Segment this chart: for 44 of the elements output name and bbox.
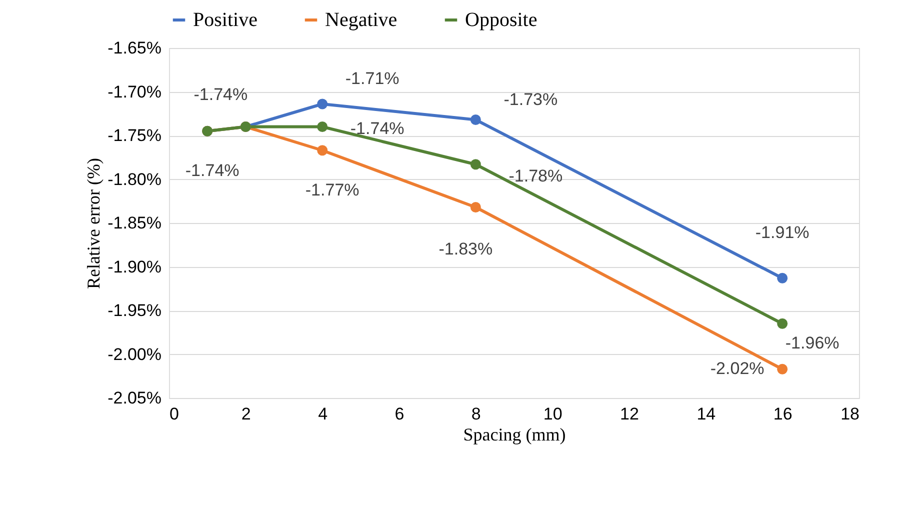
y-tick-label: -2.05%: [108, 388, 162, 408]
data-label: -1.78%: [508, 166, 563, 186]
data-label: -1.77%: [305, 180, 360, 200]
point: [777, 318, 788, 329]
point: [317, 98, 328, 110]
x-tick-label: 0: [170, 404, 179, 424]
point: [317, 122, 328, 132]
x-tick-label: 12: [620, 404, 639, 424]
legend-label: Positive: [193, 9, 258, 31]
x-tick-label: 8: [471, 404, 481, 424]
y-tick-label: -1.95%: [108, 301, 162, 320]
y-tick-label: -1.90%: [108, 257, 162, 276]
y-axis-title: Relative error (%): [84, 158, 104, 289]
x-tick-label: 16: [773, 404, 792, 424]
y-tick-label: -1.85%: [108, 214, 162, 232]
x-tick-label: 18: [840, 404, 860, 424]
data-label: -1.74%: [194, 84, 248, 104]
legend-label: Negative: [325, 9, 398, 31]
point: [777, 364, 788, 374]
x-tick-label: 10: [543, 404, 562, 424]
data-label: -1.74%: [350, 118, 404, 138]
x-tick-label: 2: [241, 404, 251, 424]
y-tick-label: -2.00%: [108, 344, 162, 364]
point: [470, 159, 481, 170]
legend-label: Opposite: [465, 9, 538, 31]
y-tick-label: -1.70%: [108, 82, 162, 102]
point: [470, 114, 481, 125]
data-label: -1.71%: [345, 69, 400, 88]
y-tick-label: -1.65%: [108, 38, 162, 58]
y-tick-label: -1.80%: [108, 170, 162, 189]
data-label: -1.83%: [438, 239, 493, 258]
x-tick-label: 4: [318, 404, 328, 424]
x-axis-title: Spacing (mm): [463, 424, 566, 444]
data-label: -1.91%: [755, 223, 810, 242]
point: [317, 145, 328, 156]
x-tick-label: 6: [394, 404, 404, 424]
point: [470, 202, 481, 212]
data-label: -1.73%: [504, 90, 558, 109]
y-tick-label: -1.75%: [108, 126, 162, 145]
x-tick-label: 14: [696, 404, 716, 424]
data-label: -1.96%: [785, 334, 840, 353]
data-label: -2.02%: [710, 359, 764, 378]
point: [777, 272, 788, 284]
data-label: -1.74%: [185, 161, 240, 180]
